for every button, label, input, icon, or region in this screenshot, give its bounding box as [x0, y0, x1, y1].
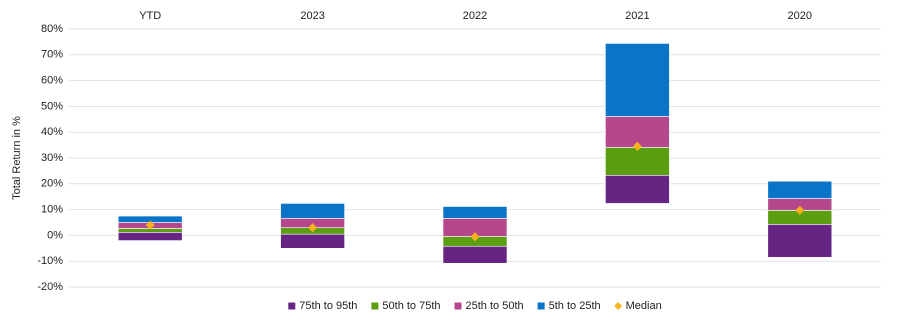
median-marker	[308, 223, 318, 233]
category-label: 2023	[300, 10, 324, 22]
category-label: YTD	[139, 10, 161, 22]
y-tick-label: 50%	[41, 100, 63, 112]
legend-swatch	[454, 302, 462, 310]
legend-label: 25th to 50th	[466, 300, 524, 312]
legend-label: 75th to 95th	[299, 300, 357, 312]
bar-segment	[442, 206, 508, 219]
legend-label: 5th to 25th	[549, 300, 601, 312]
y-tick-label: 80%	[41, 23, 63, 35]
y-tick-label: 10%	[41, 204, 63, 216]
y-tick-label: 0%	[47, 229, 63, 241]
legend-label: Median	[626, 300, 662, 312]
bar-segment	[280, 233, 345, 249]
category-label: 2021	[625, 10, 649, 22]
median-marker	[470, 232, 480, 242]
bar-segment	[442, 245, 508, 264]
median-marker	[795, 205, 805, 215]
median-marker	[145, 220, 155, 230]
bar-segment	[117, 232, 183, 241]
bar-segment	[605, 147, 670, 176]
legend-swatch	[614, 302, 623, 310]
bar-segment	[767, 180, 833, 199]
y-tick-label: 30%	[41, 152, 63, 164]
legend: 75th to 95th 50th to 75th 25th to 50th 5th …	[288, 300, 662, 312]
y-axis-label: Total Return in %	[11, 116, 23, 200]
y-tick-label: 70%	[41, 49, 63, 61]
category-label: 2022	[463, 10, 487, 22]
category-label: 2020	[788, 10, 812, 22]
legend-swatch	[537, 302, 545, 310]
legend-label: 50th to 75th	[382, 300, 440, 312]
y-tick-label: -20%	[37, 281, 63, 293]
bar-segment	[605, 43, 670, 117]
y-tick-label: 60%	[41, 75, 63, 87]
legend-swatch	[288, 302, 296, 310]
median-marker	[632, 141, 642, 151]
bar-segment	[280, 203, 345, 219]
legend-swatch	[371, 302, 379, 310]
bar-segment	[767, 224, 833, 258]
y-tick-label: -10%	[37, 255, 63, 267]
bar-segment	[605, 174, 670, 204]
y-tick-label: 20%	[41, 178, 63, 190]
y-tick-label: 40%	[41, 126, 63, 138]
